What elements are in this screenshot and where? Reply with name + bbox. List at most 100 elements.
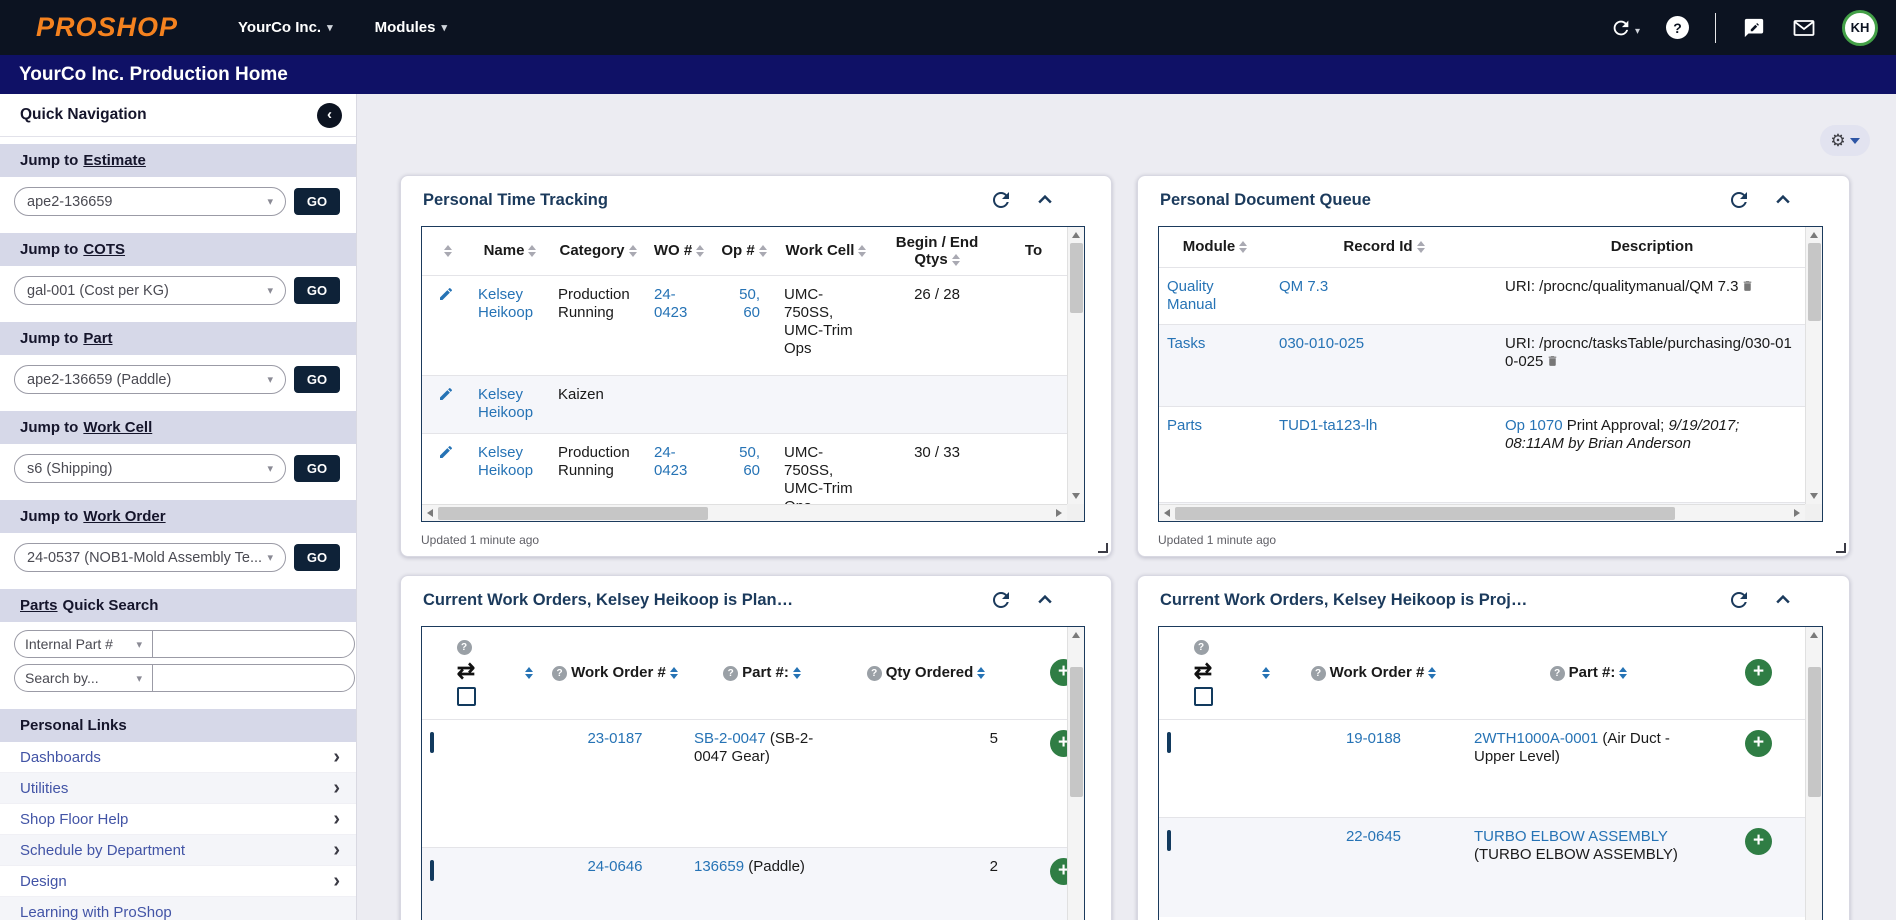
sort-icon[interactable] (1239, 241, 1248, 254)
sort-icon[interactable] (528, 245, 537, 258)
sidebar-item-shop-floor-help[interactable]: Shop Floor Help › (0, 804, 356, 835)
sort-icon[interactable] (977, 667, 986, 680)
scrollbar-thumb[interactable] (1808, 243, 1821, 321)
mail-icon[interactable] (1792, 16, 1816, 40)
op-link[interactable]: 50, 60 (739, 285, 760, 321)
sidebar-item-learning-with-proshop[interactable]: Learning with ProShop (0, 897, 356, 920)
add-work-order-button[interactable]: + (1050, 659, 1067, 687)
vertical-scrollbar[interactable] (1805, 227, 1822, 504)
scroll-left-arrow[interactable] (1164, 509, 1170, 517)
select-all-checkbox[interactable] (1193, 686, 1213, 706)
module-link[interactable]: Parts (1167, 416, 1203, 434)
sort-icon[interactable] (525, 667, 533, 680)
scroll-right-arrow[interactable] (1056, 509, 1062, 517)
refresh-icon[interactable] (989, 588, 1013, 612)
sort-icon[interactable] (1416, 241, 1425, 254)
cots-select[interactable]: gal-001 (Cost per KG) ▾ (14, 276, 286, 305)
horizontal-scrollbar[interactable] (422, 504, 1067, 521)
resize-handle[interactable] (1836, 543, 1846, 553)
vertical-scrollbar[interactable] (1805, 627, 1822, 920)
sort-icon[interactable] (1262, 667, 1270, 680)
drag-handle-icon[interactable] (1815, 190, 1828, 210)
vertical-scrollbar[interactable] (1067, 627, 1084, 920)
op-link[interactable]: 50, 60 (739, 443, 760, 479)
col-work-order[interactable]: Work Order # (1329, 664, 1425, 682)
record-id-link[interactable]: 030-010-025 (1279, 334, 1365, 352)
add-row-button[interactable]: + (1745, 827, 1772, 855)
drag-handle-icon[interactable] (1077, 590, 1090, 610)
feedback-note-icon[interactable] (1742, 16, 1766, 40)
col-module[interactable]: Module (1182, 238, 1236, 256)
sidebar-item-utilities[interactable]: Utilities › (0, 773, 356, 804)
sort-icon[interactable] (1619, 667, 1628, 680)
vertical-scrollbar[interactable] (1067, 227, 1084, 504)
add-row-button[interactable]: + (1050, 729, 1067, 757)
proshop-logo[interactable]: ProShop (36, 12, 179, 42)
scrollbar-thumb[interactable] (1175, 507, 1675, 520)
scroll-up-arrow[interactable] (1810, 632, 1818, 638)
drag-handle-icon[interactable] (1815, 590, 1828, 610)
help-icon[interactable]: ? (1666, 16, 1689, 39)
col-record-id[interactable]: Record Id (1343, 238, 1413, 256)
wo-link[interactable]: 19-0188 (1345, 729, 1402, 747)
sort-icon[interactable] (669, 667, 678, 680)
drag-handle-icon[interactable] (1077, 190, 1090, 210)
col-name[interactable]: Name (483, 242, 525, 260)
col-description[interactable]: Description (1610, 238, 1694, 256)
dashboard-settings-button[interactable]: ⚙ (1820, 125, 1870, 156)
record-id-link[interactable]: QM 7.3 (1279, 277, 1329, 295)
search-by-input[interactable] (152, 664, 355, 692)
help-icon[interactable]: ? (552, 665, 568, 681)
refresh-icon[interactable] (1727, 188, 1751, 212)
horizontal-scrollbar[interactable] (1159, 504, 1805, 521)
add-work-order-button[interactable]: + (1745, 659, 1772, 687)
module-link[interactable]: Tasks (1167, 334, 1206, 352)
part-link[interactable]: 2WTH1000A-0001 (1474, 729, 1599, 747)
part-select[interactable]: ape2-136659 (Paddle) ▾ (14, 365, 286, 394)
work-cell-link[interactable]: Work Cell (83, 419, 153, 436)
help-icon[interactable]: ? (723, 665, 739, 681)
trash-icon[interactable] (1741, 279, 1754, 298)
work-order-select[interactable]: 24-0537 (NOB1-Mold Assembly Te... ▾ (14, 543, 286, 572)
employee-link[interactable]: Kelsey Heikoop (478, 443, 534, 479)
employee-link[interactable]: Kelsey Heikoop (478, 385, 534, 421)
scrollbar-thumb[interactable] (1070, 667, 1083, 797)
wo-link[interactable]: 22-0645 (1345, 827, 1402, 845)
scrollbar-thumb[interactable] (1808, 667, 1821, 797)
work-order-go-button[interactable]: GO (294, 544, 340, 571)
nav-company-menu[interactable]: YourCo Inc. ▾ (238, 19, 333, 36)
sort-icon[interactable] (792, 667, 801, 680)
help-icon[interactable]: ? (1310, 665, 1326, 681)
sort-icon[interactable] (951, 253, 960, 266)
scroll-down-arrow[interactable] (1072, 493, 1080, 499)
collapse-icon[interactable] (1035, 190, 1055, 210)
scroll-up-arrow[interactable] (1072, 632, 1080, 638)
sort-icon[interactable] (444, 245, 452, 258)
row-checkbox[interactable] (430, 731, 434, 753)
scrollbar-thumb[interactable] (438, 507, 708, 520)
col-work-order[interactable]: Work Order # (571, 664, 666, 682)
estimate-go-button[interactable]: GO (294, 188, 340, 215)
scrollbar-thumb[interactable] (1070, 243, 1083, 313)
estimate-select[interactable]: ape2-136659 ▾ (14, 187, 286, 216)
employee-link[interactable]: Kelsey Heikoop (478, 285, 534, 321)
wo-link[interactable]: 24-0646 (587, 857, 643, 875)
sort-icon[interactable] (858, 245, 867, 258)
internal-part-input[interactable] (152, 630, 355, 658)
edit-icon[interactable] (438, 444, 454, 465)
col-total[interactable]: To (1024, 242, 1043, 260)
collapse-icon[interactable] (1035, 590, 1055, 610)
avatar[interactable]: KH (1842, 9, 1878, 46)
row-checkbox[interactable] (1167, 829, 1171, 851)
col-op[interactable]: Op # (721, 242, 755, 260)
help-icon[interactable]: ? (1549, 665, 1565, 681)
cots-link[interactable]: COTS (83, 241, 126, 258)
op-link[interactable]: Op 1070 (1505, 416, 1563, 434)
row-checkbox[interactable] (1167, 731, 1171, 753)
col-part[interactable]: Part #: (742, 664, 789, 682)
internal-part-select[interactable]: Internal Part # ▾ (14, 630, 152, 658)
work-cell-go-button[interactable]: GO (294, 455, 340, 482)
sync-menu-button[interactable]: ▾ (1609, 16, 1640, 40)
work-cell-select[interactable]: s6 (Shipping) ▾ (14, 454, 286, 483)
wo-link[interactable]: 24-0423 (654, 285, 688, 321)
